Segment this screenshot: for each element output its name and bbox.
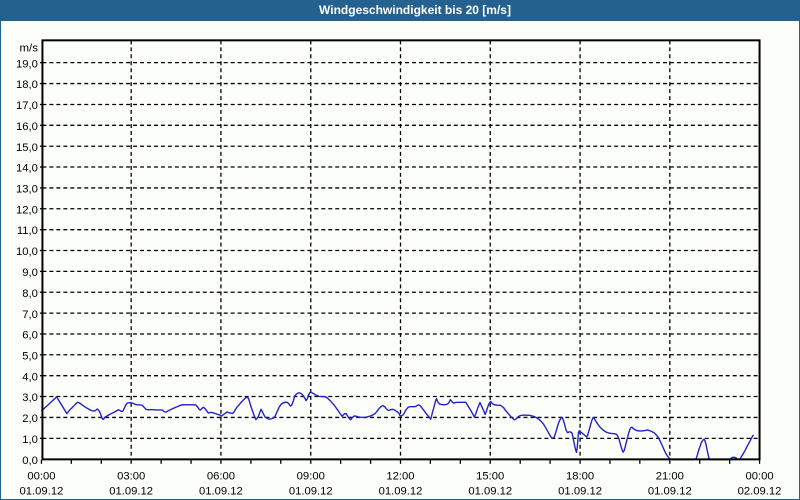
- svg-text:19,0: 19,0: [16, 58, 38, 70]
- svg-text:12,0: 12,0: [16, 204, 38, 216]
- svg-text:5,0: 5,0: [22, 350, 38, 362]
- svg-text:0,0: 0,0: [22, 455, 38, 467]
- svg-text:01.09.12: 01.09.12: [109, 486, 153, 498]
- svg-text:21:00: 21:00: [656, 471, 684, 483]
- svg-text:1,0: 1,0: [22, 434, 38, 446]
- svg-text:09:00: 09:00: [297, 471, 325, 483]
- svg-text:15:00: 15:00: [476, 471, 504, 483]
- svg-text:01.09.12: 01.09.12: [648, 486, 692, 498]
- svg-text:18,0: 18,0: [16, 79, 38, 91]
- svg-text:12:00: 12:00: [386, 471, 414, 483]
- svg-text:01.09.12: 01.09.12: [379, 486, 423, 498]
- svg-text:11,0: 11,0: [17, 225, 38, 237]
- svg-text:10,0: 10,0: [16, 246, 38, 258]
- svg-text:3,0: 3,0: [22, 392, 38, 404]
- svg-text:00:00: 00:00: [27, 471, 55, 483]
- svg-text:02.09.12: 02.09.12: [738, 486, 782, 498]
- svg-text:01.09.12: 01.09.12: [199, 486, 243, 498]
- svg-text:00:00: 00:00: [745, 471, 773, 483]
- svg-text:16,0: 16,0: [16, 121, 38, 133]
- svg-text:m/s: m/s: [20, 42, 39, 54]
- svg-text:8,0: 8,0: [22, 288, 38, 300]
- svg-text:17,0: 17,0: [16, 100, 38, 112]
- svg-text:7,0: 7,0: [22, 309, 38, 321]
- svg-text:9,0: 9,0: [22, 267, 38, 279]
- svg-text:2,0: 2,0: [22, 413, 38, 425]
- svg-text:01.09.12: 01.09.12: [289, 486, 333, 498]
- svg-text:15,0: 15,0: [16, 142, 38, 154]
- svg-text:6,0: 6,0: [22, 330, 38, 342]
- svg-text:03:00: 03:00: [117, 471, 145, 483]
- svg-text:06:00: 06:00: [207, 471, 235, 483]
- svg-text:13,0: 13,0: [16, 184, 38, 196]
- svg-text:14,0: 14,0: [16, 163, 38, 175]
- svg-text:4,0: 4,0: [22, 371, 38, 383]
- svg-text:18:00: 18:00: [566, 471, 594, 483]
- svg-text:01.09.12: 01.09.12: [468, 486, 512, 498]
- svg-text:01.09.12: 01.09.12: [558, 486, 602, 498]
- svg-text:01.09.12: 01.09.12: [20, 486, 64, 498]
